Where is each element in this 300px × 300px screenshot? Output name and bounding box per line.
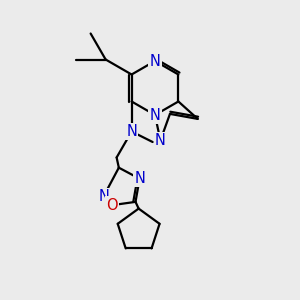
Text: N: N xyxy=(126,124,137,139)
Text: N: N xyxy=(155,133,166,148)
Text: N: N xyxy=(150,107,160,122)
Text: N: N xyxy=(150,53,160,68)
Text: N: N xyxy=(98,189,109,204)
Text: O: O xyxy=(106,198,118,213)
Text: N: N xyxy=(134,171,145,186)
